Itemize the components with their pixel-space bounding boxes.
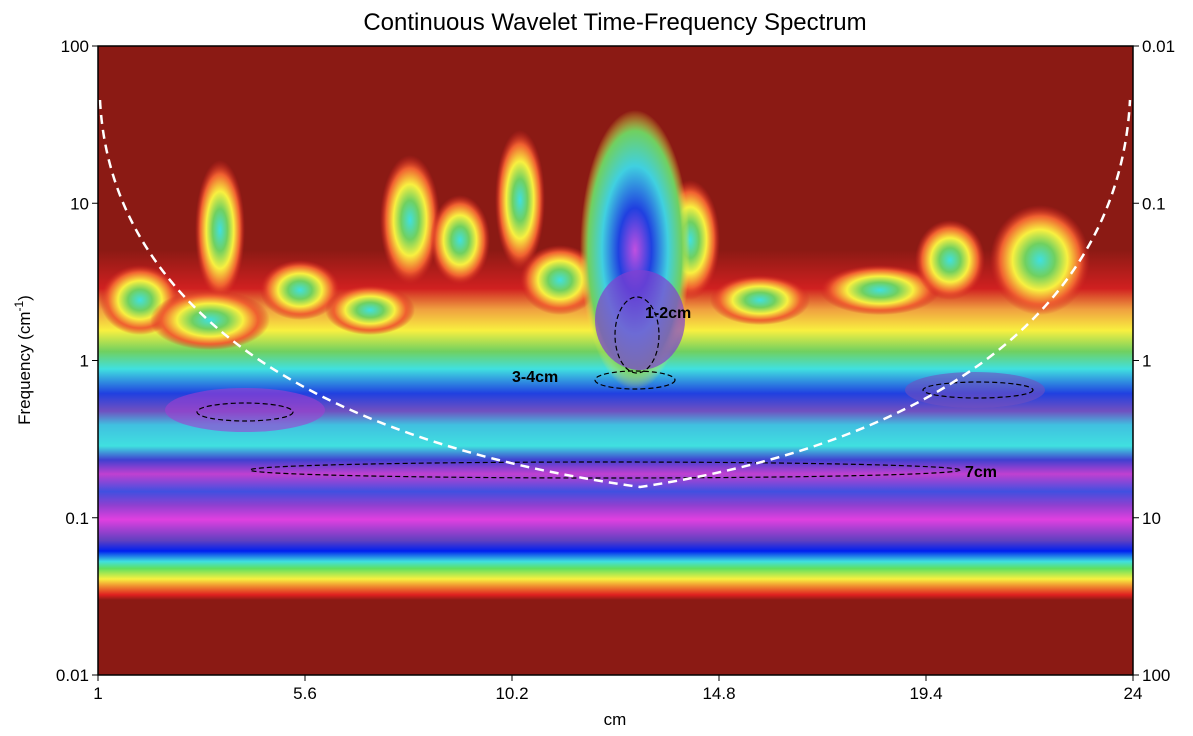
y-tick-label: 10 bbox=[70, 194, 89, 213]
annotation: 1-2cm bbox=[645, 305, 691, 322]
spectrum bbox=[98, 46, 1133, 675]
x-axis-label: cm bbox=[604, 710, 627, 729]
x-tick-label: 10.2 bbox=[495, 684, 528, 703]
y-label-sup: -1 bbox=[12, 300, 26, 311]
y2-tick-label: 0.01 bbox=[1142, 37, 1175, 56]
annotation: 3-4cm bbox=[512, 369, 558, 386]
y-label-close: ) bbox=[15, 295, 34, 301]
y-tick-label: 0.01 bbox=[56, 666, 89, 685]
y-tick-label: 1 bbox=[80, 352, 89, 371]
x-tick-label: 24 bbox=[1124, 684, 1143, 703]
chart-title: Continuous Wavelet Time-Frequency Spectr… bbox=[363, 9, 866, 36]
y2-tick-label: 10 bbox=[1142, 509, 1161, 528]
y-label-text: Frequency (cm bbox=[15, 311, 34, 424]
x-tick-label: 1 bbox=[93, 684, 102, 703]
annotation: 7cm bbox=[965, 464, 997, 481]
y-axis-label: Frequency (cm-1) bbox=[12, 295, 34, 425]
x-tick-label: 19.4 bbox=[909, 684, 942, 703]
y-tick-label: 100 bbox=[61, 37, 89, 56]
x-tick-label: 14.8 bbox=[702, 684, 735, 703]
y2-tick-label: 100 bbox=[1142, 666, 1170, 685]
y2-tick-label: 0.1 bbox=[1142, 194, 1166, 213]
y-tick-label: 0.1 bbox=[65, 509, 89, 528]
x-tick-label: 5.6 bbox=[293, 684, 317, 703]
y2-tick-label: 1 bbox=[1142, 352, 1151, 371]
